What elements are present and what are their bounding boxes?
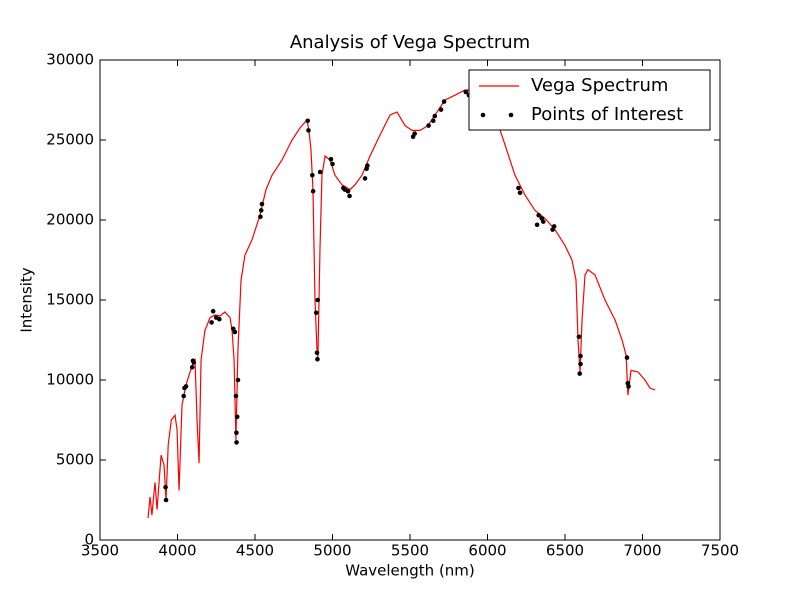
point [362,176,368,181]
x-tick-label: 5000 [313,542,351,560]
x-axis-label: Wavelength (nm) [345,562,475,580]
chart-title: Analysis of Vega Spectrum [290,32,530,53]
y-tick-label: 10000 [46,371,94,389]
point [235,377,241,383]
point [536,212,541,218]
point [232,329,238,335]
y-tick-label: 25000 [46,131,94,149]
point [163,497,169,503]
point [624,355,630,360]
point [258,208,264,213]
point [412,131,417,136]
point [541,219,546,224]
point [347,193,352,199]
legend-marker [508,112,514,118]
point [259,201,265,207]
x-tick-label: 7000 [623,542,661,560]
y-tick-label: 15000 [46,291,94,309]
point [315,297,321,303]
x-tick-label: 3500 [81,542,119,560]
x-tick-label: 6500 [546,542,584,560]
point [306,128,311,133]
legend-box [468,69,711,131]
point [551,224,557,229]
point [463,89,469,95]
point [315,356,320,362]
point [365,163,370,168]
point [181,393,186,399]
point [209,320,214,325]
point [310,172,315,178]
point [233,393,239,399]
x-tick-label: 5500 [391,542,429,560]
point [328,156,334,162]
point [576,334,582,340]
y-tick-label: 30000 [46,51,94,69]
point [310,188,316,194]
point [234,430,239,436]
point [183,384,189,389]
point [330,161,335,167]
point [234,440,239,445]
x-tick-label: 4500 [236,542,274,560]
point [426,123,431,128]
point [441,99,447,104]
point [345,188,351,194]
x-tick-label: 4000 [158,542,196,560]
point [305,118,311,124]
point [626,384,631,389]
legend-label: Vega Spectrum [531,75,668,96]
point [314,350,320,356]
point [430,118,436,124]
point [189,364,195,370]
point [534,222,540,228]
legend-label: Points of Interest [531,104,683,125]
point [578,361,583,367]
point [432,113,438,119]
y-tick-label: 5000 [56,451,94,469]
point [163,484,168,490]
legend-marker [480,112,486,118]
point [258,214,263,220]
point [234,414,240,420]
y-tick-label: 20000 [46,211,94,229]
y-tick-label: 0 [84,531,94,549]
point [191,360,197,365]
plot-frame [99,59,721,541]
spectrum-line [147,89,656,519]
point [317,169,323,175]
x-tick-label: 7500 [701,542,739,560]
point [438,107,444,112]
point [217,316,222,322]
point [313,310,319,316]
point [577,371,583,376]
point [517,190,523,196]
point [516,185,521,191]
point [210,308,216,314]
point [578,353,583,359]
x-tick-label: 6000 [468,542,506,560]
y-axis-label: Intensity [18,267,36,332]
